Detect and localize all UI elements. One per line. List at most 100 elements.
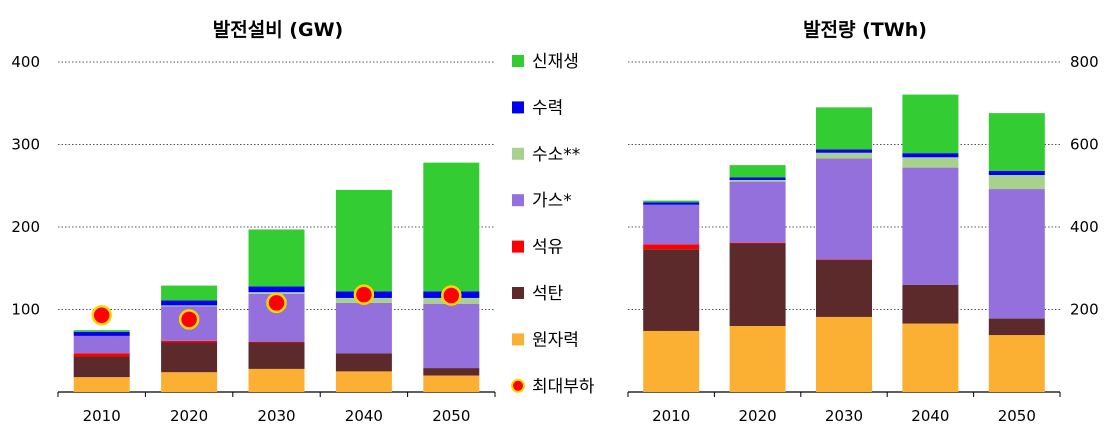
- generation-bar-coal-2030: [816, 260, 872, 317]
- generation-chart-title: 발전량 (TWh): [803, 19, 927, 41]
- capacity-bar-renewables-2050: [423, 162, 480, 292]
- capacity-bar-coal-2040: [335, 353, 392, 372]
- capacity-chart: 발전설비 (GW) 100 200 300 400 2010 2020 2030 2040 20…: [11, 19, 496, 425]
- capacity-peak-load-marker-2020: [178, 309, 200, 330]
- capacity-x-tick-label: 2030: [257, 407, 295, 425]
- legend-item-gas: 가스*: [512, 191, 572, 211]
- legend-item-peak-load: 최대부하: [511, 377, 595, 397]
- legend-label-gas: 가스*: [532, 191, 572, 211]
- legend-label-nuclear: 원자력: [532, 330, 579, 350]
- capacity-bar-gas-2050: [423, 303, 480, 369]
- generation-bar-gas-2010: [643, 204, 700, 245]
- capacity-bar-renewables-2030: [248, 229, 305, 287]
- generation-bar-renewables-2040: [902, 94, 959, 154]
- capacity-bar-hydro-2010: [73, 331, 130, 336]
- capacity-chart-title: 발전설비 (GW): [213, 19, 343, 41]
- generation-y-tick-label: 800: [1070, 53, 1099, 71]
- capacity-peak-load-marker-2010: [91, 305, 112, 326]
- capacity-bar-hydro-2020: [161, 300, 218, 306]
- capacity-bar-oil-2010: [73, 353, 130, 357]
- legend-label-coal: 석탄: [532, 284, 564, 304]
- generation-y-tick-label: 600: [1070, 136, 1099, 154]
- capacity-bar-nuclear-2020: [161, 372, 218, 392]
- generation-bar-gas-2020: [729, 181, 786, 243]
- capacity-bar-nuclear-2030: [248, 368, 305, 392]
- generation-x-tick-label: 2030: [825, 407, 863, 425]
- capacity-peak-load-marker-2030: [266, 292, 287, 314]
- generation-x-tick-label: 2050: [998, 407, 1036, 425]
- capacity-bar-coal-2030: [248, 342, 305, 369]
- capacity-bar-oil-2020: [161, 340, 218, 343]
- generation-bar-coal-2010: [643, 249, 700, 331]
- generation-bar-nuclear-2010: [643, 330, 700, 392]
- generation-bar-coal-2040: [902, 284, 959, 324]
- capacity-bar-gas-2010: [73, 335, 130, 354]
- legend-marker-peak-load: [511, 378, 525, 393]
- capacity-y-tick-label: 200: [11, 218, 40, 236]
- legend-item-renewables: 신재생: [512, 52, 579, 72]
- capacity-bar-coal-2010: [73, 356, 130, 378]
- generation-bar-gas-2030: [816, 158, 872, 260]
- generation-bar-gas-2050: [988, 189, 1045, 319]
- capacity-bar-gas-2040: [335, 302, 392, 354]
- capacity-bar-coal-2020: [161, 342, 218, 373]
- legend-item-oil: 석유: [512, 238, 563, 258]
- capacity-bar-oil-2030: [248, 341, 305, 343]
- generation-bar-hydro-2010: [643, 202, 700, 205]
- generation-bar-hydro-2020: [729, 177, 786, 180]
- legend-swatch-renewables: [512, 55, 524, 67]
- generation-x-tick-label: 2040: [911, 407, 949, 425]
- capacity-bar-coal-2050: [423, 368, 480, 376]
- generation-bar-hydrogen-2040: [902, 157, 959, 168]
- generation-bar-nuclear-2020: [729, 326, 786, 392]
- generation-bar-hydrogen-2020: [729, 179, 786, 182]
- legend-label-hydrogen: 수소**: [532, 145, 580, 165]
- generation-y-tick-label: 200: [1070, 301, 1099, 319]
- generation-chart: 발전량 (TWh) 200 400 600 800 2010 2020 2030 2040 20…: [627, 19, 1099, 425]
- legend-item-hydro: 수력: [512, 98, 563, 118]
- legend-item-hydrogen: 수소**: [512, 145, 580, 165]
- legend-swatch-hydrogen: [512, 147, 524, 160]
- generation-x-tick-label: 2020: [739, 407, 777, 425]
- capacity-bar-renewables-2020: [161, 285, 218, 301]
- generation-bar-renewables-2010: [643, 200, 700, 203]
- generation-bar-oil-2010: [643, 244, 700, 250]
- capacity-bar-nuclear-2050: [423, 375, 480, 392]
- generation-bar-gas-2040: [902, 167, 959, 285]
- capacity-x-tick-label: 2050: [432, 407, 470, 425]
- generation-bar-hydrogen-2050: [988, 175, 1045, 190]
- legend-swatch-coal: [512, 287, 524, 299]
- capacity-bar-renewables-2010: [73, 330, 130, 332]
- legend-label-peak-load: 최대부하: [532, 377, 595, 397]
- legend-swatch-nuclear: [512, 333, 524, 346]
- legend-swatch-hydro: [512, 101, 524, 114]
- generation-bar-hydro-2040: [902, 153, 959, 158]
- generation-bar-hydro-2030: [816, 149, 872, 153]
- capacity-peak-load-marker-2050: [441, 285, 462, 306]
- generation-bar-nuclear-2030: [816, 316, 872, 392]
- legend-item-coal: 석탄: [512, 284, 564, 304]
- generation-bar-renewables-2050: [988, 113, 1045, 171]
- generation-bar-nuclear-2040: [902, 323, 959, 392]
- capacity-bar-nuclear-2010: [73, 377, 130, 392]
- generation-bar-coal-2050: [988, 318, 1045, 336]
- capacity-bar-hydro-2030: [248, 286, 305, 293]
- capacity-bar-nuclear-2040: [335, 371, 392, 392]
- generation-bar-coal-2020: [729, 243, 786, 326]
- legend-label-hydro: 수력: [532, 98, 563, 118]
- legend-swatch-oil: [512, 240, 524, 253]
- legend-label-oil: 석유: [532, 238, 563, 258]
- generation-bar-hydro-2050: [988, 170, 1045, 176]
- capacity-y-tick-label: 400: [11, 53, 40, 71]
- generation-x-tick-label: 2010: [652, 407, 690, 425]
- legend-label-renewables: 신재생: [532, 52, 579, 72]
- generation-y-tick-label: 400: [1070, 218, 1099, 236]
- capacity-bar-hydrogen-2020: [161, 305, 218, 307]
- capacity-x-tick-label: 2010: [83, 407, 121, 425]
- capacity-y-tick-label: 100: [11, 301, 40, 319]
- legend-swatch-gas: [512, 194, 524, 207]
- generation-bar-renewables-2030: [816, 107, 872, 150]
- capacity-x-tick-label: 2040: [345, 407, 383, 425]
